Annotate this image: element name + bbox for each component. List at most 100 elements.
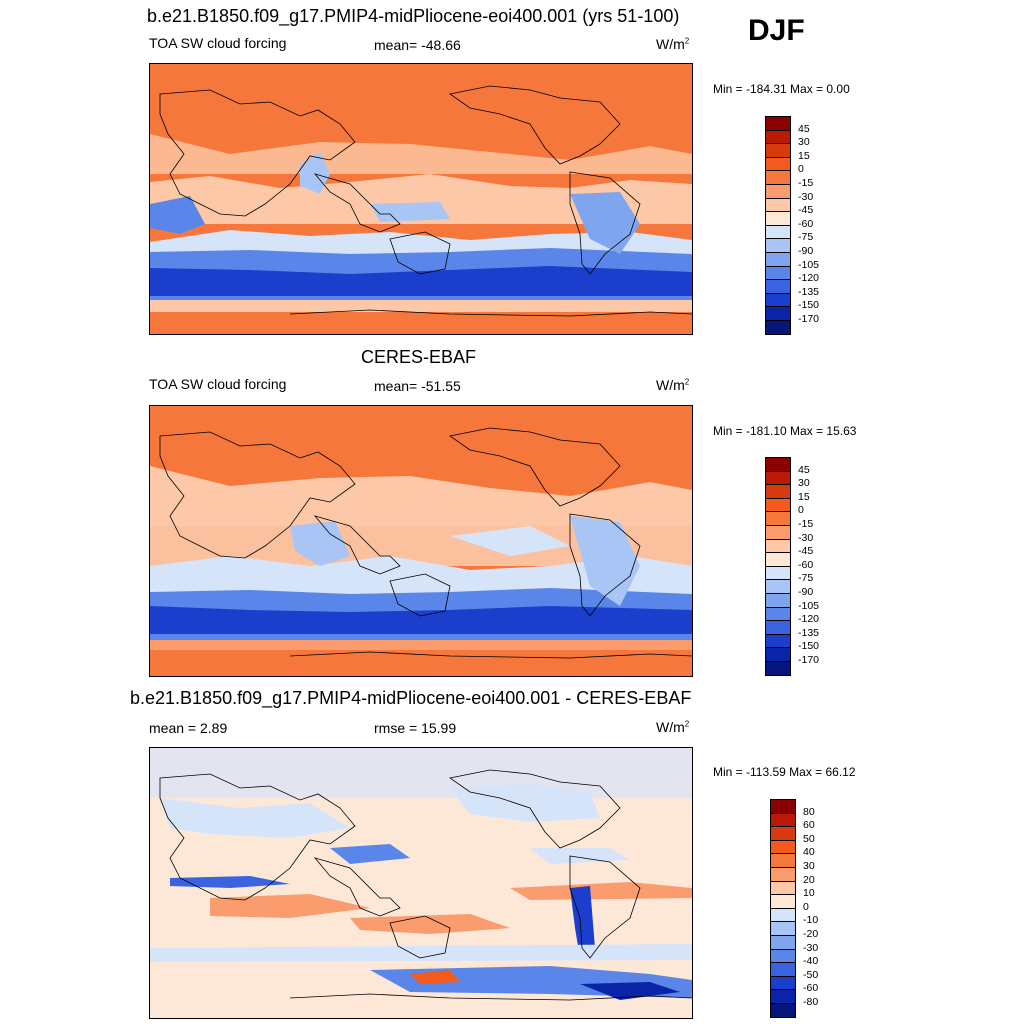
- panel2-units: W/m2: [656, 377, 690, 393]
- panel3-colorbar-swatch: [770, 962, 796, 977]
- panel3-colorbar-tick-label: -60: [803, 982, 819, 995]
- panel2-mean: mean= -51.55: [374, 378, 461, 394]
- panel2-colorbar-swatch: [765, 661, 791, 676]
- panel1-colorbar-tick-label: -120: [798, 272, 820, 285]
- panel2-map-svg: [150, 406, 692, 676]
- panel1-colorbar-swatch: [765, 238, 791, 253]
- panel1-colorbar-tick-label: -15: [798, 177, 814, 189]
- panel3-colorbar-swatch: [770, 935, 796, 950]
- panel3-colorbar-swatch: [770, 799, 796, 814]
- panel1-colorbar-tick-label: 0: [798, 163, 804, 176]
- panel2-colorbar-tick-label: -15: [798, 518, 814, 530]
- panel2-colorbar-tick-label: 45: [798, 463, 810, 476]
- panel2-colorbar-swatch: [765, 565, 791, 581]
- panel2-colorbar-tick-label: -30: [798, 531, 814, 544]
- panel1-colorbar-swatch: [765, 292, 791, 308]
- panel2-colorbar-tick-label: -135: [798, 626, 820, 639]
- panel1-colorbar-swatch: [765, 116, 791, 131]
- panel1-units: W/m2: [656, 36, 690, 52]
- panel2-colorbar-swatch: [765, 593, 791, 608]
- panel1-colorbar-swatch: [765, 143, 791, 158]
- panel3-rmse: rmse = 15.99: [374, 720, 457, 736]
- panel3-minmax: Min = -113.59 Max = 66.12: [713, 765, 856, 779]
- panel3-colorbar-swatch: [770, 975, 796, 991]
- panel2-colorbar-tick-label: -45: [798, 545, 814, 558]
- panel1-colorbar-swatch: [765, 184, 791, 199]
- panel1-colorbar-tick-label: 30: [798, 136, 810, 149]
- panel3-colorbar-swatch: [770, 867, 796, 882]
- panel1-map: [149, 63, 693, 335]
- panel2-title: CERES-EBAF: [361, 347, 477, 367]
- panel3-colorbar-tick-label: 60: [803, 819, 815, 832]
- panel2-colorbar-swatch: [765, 470, 791, 486]
- panel1-colorbar-tick-label: 45: [798, 122, 810, 135]
- panel3-units: W/m2: [656, 719, 690, 735]
- panel2-map: [149, 405, 693, 677]
- panel1-colorbar-tick-label: -75: [798, 231, 814, 244]
- season-label: DJF: [748, 14, 805, 47]
- panel1-variable-label: TOA SW cloud forcing: [149, 35, 287, 51]
- panel2-colorbar-swatch: [765, 484, 791, 499]
- panel3-colorbar-tick-label: 30: [803, 860, 815, 872]
- panel1-colorbar-swatch: [765, 156, 791, 172]
- panel1-colorbar-swatch: [765, 279, 791, 294]
- panel1-title: b.e21.B1850.f09_g17.PMIP4-midPliocene-eo…: [147, 6, 680, 26]
- panel3-colorbar-tick-label: -20: [803, 928, 819, 940]
- panel3-colorbar-tick-label: -40: [803, 955, 819, 968]
- panel2-colorbar-swatch: [765, 497, 791, 513]
- panel3-colorbar-tick-label: 40: [803, 846, 815, 859]
- panel1-colorbar-tick-label: -170: [798, 313, 820, 325]
- panel3-map: [149, 747, 693, 1019]
- panel3-colorbar-swatch: [770, 812, 796, 828]
- panel1-colorbar-swatch: [765, 197, 791, 213]
- panel3-colorbar-tick-label: 50: [803, 832, 815, 845]
- panel3-colorbar-tick-label: -80: [803, 996, 819, 1008]
- panel2-colorbar-tick-label: -90: [798, 586, 814, 598]
- panel2-minmax: Min = -181.10 Max = 15.63: [713, 424, 857, 438]
- panel1-minmax: Min = -184.31 Max = 0.00: [713, 82, 850, 96]
- panel2-colorbar-swatch: [765, 538, 791, 554]
- panel3-colorbar-swatch: [770, 853, 796, 868]
- panel2-colorbar-tick-label: 0: [798, 504, 804, 517]
- panel1-colorbar-tick-label: -150: [798, 299, 820, 312]
- panel1-colorbar-swatch: [765, 224, 791, 240]
- panel3-colorbar-swatch: [770, 894, 796, 909]
- panel3-colorbar-swatch: [770, 921, 796, 936]
- panel3-map-svg: [150, 748, 692, 1018]
- panel1-colorbar-swatch: [765, 265, 791, 281]
- panel3-colorbar-tick-label: -50: [803, 968, 819, 981]
- panel1-colorbar-swatch: [765, 211, 791, 226]
- panel3-colorbar-swatch: [770, 1003, 796, 1018]
- panel3-title: b.e21.B1850.f09_g17.PMIP4-midPliocene-eo…: [130, 688, 692, 708]
- panel1-colorbar-swatch: [765, 320, 791, 335]
- panel1-map-svg: [150, 64, 692, 334]
- panel2-colorbar-tick-label: 15: [798, 490, 810, 503]
- panel3-mean: mean = 2.89: [149, 720, 228, 736]
- panel2-colorbar-swatch: [765, 457, 791, 472]
- panel2-colorbar-swatch: [765, 525, 791, 540]
- panel1-colorbar-tick-label: -90: [798, 245, 814, 257]
- panel1-colorbar-swatch: [765, 252, 791, 267]
- panel3-colorbar-swatch: [770, 826, 796, 841]
- panel1-colorbar-tick-label: -105: [798, 258, 820, 271]
- panel3-colorbar-swatch: [770, 989, 796, 1004]
- panel2-colorbar-swatch: [765, 606, 791, 622]
- panel3-colorbar-tick-label: -10: [803, 914, 819, 927]
- panel1-colorbar-tick-label: -60: [798, 217, 814, 230]
- panel1-colorbar-tick-label: -30: [798, 190, 814, 203]
- panel2-colorbar-tick-label: -150: [798, 640, 820, 653]
- panel2-colorbar-swatch: [765, 579, 791, 594]
- panel2-colorbar-swatch: [765, 511, 791, 526]
- panel3-colorbar-tick-label: 80: [803, 805, 815, 818]
- panel2-colorbar-tick-label: -60: [798, 558, 814, 571]
- panel3-colorbar-swatch: [770, 948, 796, 964]
- panel2-colorbar-tick-label: -105: [798, 599, 820, 612]
- panel3-colorbar-tick-label: 20: [803, 873, 815, 886]
- panel3-colorbar-swatch: [770, 839, 796, 855]
- panel2-variable-label: TOA SW cloud forcing: [149, 376, 287, 392]
- panel2-colorbar-tick-label: -170: [798, 654, 820, 666]
- panel2-colorbar-tick-label: -120: [798, 613, 820, 626]
- panel2-colorbar-swatch: [765, 620, 791, 635]
- panel2-colorbar-tick-label: -75: [798, 572, 814, 585]
- panel3-colorbar-tick-label: 10: [803, 887, 815, 900]
